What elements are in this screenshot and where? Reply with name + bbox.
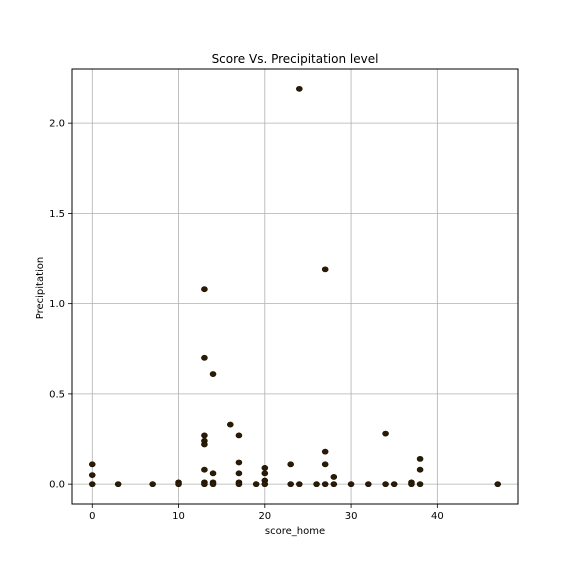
- scatter-point: [201, 354, 208, 361]
- scatter-point: [382, 430, 389, 437]
- x-axis-label: score_home: [265, 526, 325, 537]
- scatter-point: [287, 461, 294, 468]
- scatter-point: [201, 481, 208, 488]
- scatter-point: [321, 266, 329, 273]
- x-tick-label: 30: [345, 511, 358, 522]
- scatter-point: [390, 481, 398, 488]
- x-tick-label: 20: [258, 511, 271, 522]
- scatter-point: [235, 470, 243, 477]
- scatter-point: [416, 466, 424, 473]
- y-tick-label: 2.0: [49, 119, 65, 130]
- plot-frame: [71, 68, 519, 505]
- scatter-point: [149, 481, 156, 488]
- ticks-layer: 0 10 20 30 40 0.0 0.5 1.0 1.5 2.0: [49, 119, 444, 522]
- scatter-point: [88, 472, 96, 479]
- scatter-point: [287, 481, 294, 488]
- scatter-point: [175, 481, 182, 488]
- scatter-point: [261, 470, 269, 477]
- scatter-point: [261, 481, 269, 488]
- scatter-point: [321, 481, 329, 488]
- scatter-point: [201, 432, 208, 439]
- scatter-point: [226, 421, 234, 428]
- scatter-point: [88, 481, 96, 488]
- scatter-point: [330, 474, 338, 480]
- scatter-point: [330, 481, 338, 488]
- scatter-point: [252, 481, 260, 488]
- grid-layer: [72, 69, 518, 504]
- scatter-point: [365, 481, 372, 488]
- y-axis-label: Precipitation: [35, 257, 46, 320]
- y-tick-label: 1.5: [49, 209, 65, 220]
- scatter-point: [296, 85, 303, 92]
- scatter-point: [114, 481, 122, 488]
- scatter-point: [416, 455, 424, 462]
- chart-title: Score Vs. Precipitation level: [212, 52, 379, 66]
- scatter-point: [494, 481, 502, 488]
- scatter-point: [201, 441, 208, 448]
- x-tick-label: 10: [172, 511, 185, 522]
- scatter-point: [235, 481, 243, 488]
- scatter-point: [209, 481, 217, 488]
- scatter-point: [321, 448, 329, 455]
- scatter-point: [201, 466, 208, 473]
- scatter-point: [321, 461, 329, 468]
- scatter-point: [261, 465, 269, 471]
- points-layer: [88, 85, 502, 488]
- scatter-point: [201, 286, 208, 293]
- y-tick-label: 0.0: [49, 480, 65, 491]
- y-tick-label: 1.0: [49, 299, 65, 310]
- scatter-point: [88, 461, 96, 468]
- scatter-point: [235, 459, 243, 466]
- scatter-point: [416, 481, 424, 488]
- scatter-point: [296, 481, 303, 488]
- scatter-point: [235, 432, 243, 439]
- scatter-point: [209, 470, 217, 477]
- scatter-point: [408, 481, 415, 488]
- x-tick-label: 40: [431, 511, 444, 522]
- y-tick-label: 0.5: [49, 389, 65, 400]
- scatter-point: [347, 481, 355, 488]
- scatter-point: [209, 371, 217, 377]
- x-tick-label: 0: [89, 511, 95, 522]
- scatter-point: [382, 481, 389, 488]
- scatter-point: [313, 481, 320, 488]
